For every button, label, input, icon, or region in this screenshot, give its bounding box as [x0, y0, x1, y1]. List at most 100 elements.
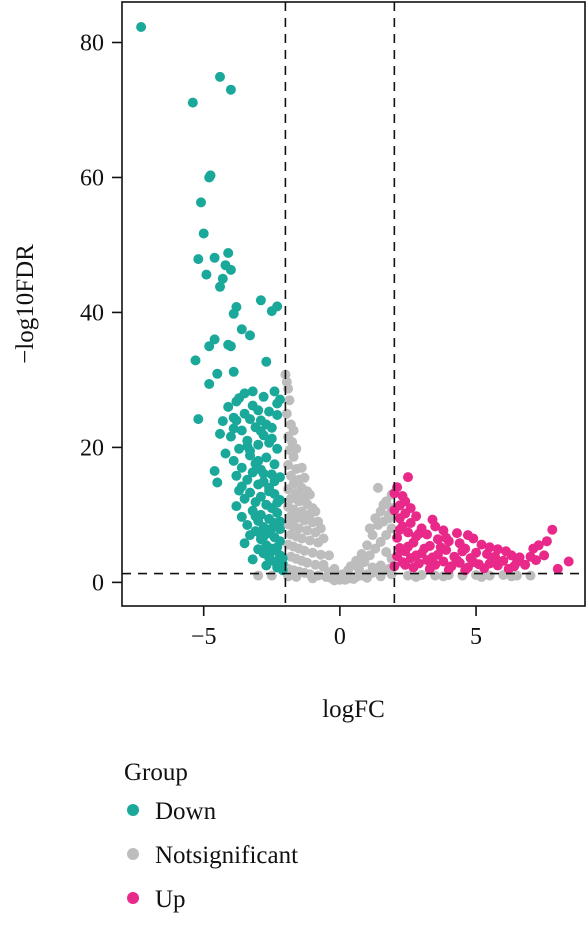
legend-label-up: Up — [155, 886, 186, 913]
point-down-54 — [272, 443, 283, 454]
point-notsignificant-98 — [318, 559, 329, 570]
point-up-68 — [541, 536, 552, 547]
point-down-32 — [247, 386, 258, 397]
point-down-107 — [247, 554, 258, 565]
point-up-38 — [506, 550, 517, 561]
point-notsignificant-76 — [291, 572, 302, 582]
point-notsignificant-139 — [315, 523, 326, 534]
point-up-13 — [405, 518, 416, 528]
point-up-54 — [492, 560, 503, 571]
point-down-129 — [258, 468, 269, 479]
point-notsignificant-32 — [294, 523, 304, 534]
point-notsignificant-78 — [353, 563, 364, 574]
point-down-53 — [234, 443, 245, 454]
point-up-66 — [460, 565, 471, 576]
point-notsignificant-3 — [284, 395, 295, 406]
point-down-33 — [258, 391, 269, 402]
point-down-27 — [190, 355, 201, 366]
plot-frame — [121, 1, 586, 607]
point-notsignificant-82 — [375, 536, 386, 547]
legend-swatch-up — [127, 892, 139, 904]
point-down-1 — [215, 71, 225, 82]
point-down-58 — [228, 455, 239, 466]
point-notsignificant-105 — [370, 513, 381, 524]
y-tick-label-3: 60 — [80, 165, 104, 191]
point-down-79 — [250, 497, 261, 508]
point-down-138 — [215, 428, 225, 439]
point-up-3 — [389, 488, 400, 499]
point-down-71 — [253, 479, 264, 490]
x-tick-label-1: 0 — [334, 624, 346, 650]
point-notsignificant-33 — [302, 525, 313, 536]
point-down-122 — [272, 398, 283, 409]
point-up-9 — [411, 511, 422, 522]
point-notsignificant-80 — [364, 550, 375, 561]
point-up-74 — [531, 555, 541, 566]
point-up-76 — [520, 559, 531, 570]
point-down-135 — [261, 419, 272, 430]
point-up-21 — [403, 527, 413, 538]
point-notsignificant-134 — [291, 443, 302, 454]
point-notsignificant-123 — [411, 572, 422, 582]
point-notsignificant-50 — [310, 559, 321, 570]
point-down-6 — [196, 197, 206, 208]
point-notsignificant-91 — [356, 549, 367, 559]
point-down-117 — [264, 486, 275, 497]
point-notsignificant-122 — [253, 570, 264, 581]
point-down-34 — [269, 386, 280, 397]
point-down-39 — [264, 406, 275, 417]
point-up-75 — [552, 563, 563, 574]
point-down-121 — [247, 400, 258, 411]
y-axis-title: −log10FDR — [12, 244, 39, 364]
point-down-134 — [272, 410, 283, 420]
reference-lines — [122, 2, 585, 606]
point-up-12 — [430, 521, 441, 532]
point-down-131 — [275, 516, 285, 527]
y-tick-label-0: 0 — [92, 570, 104, 596]
point-up-67 — [547, 524, 558, 535]
point-notsignificant-102 — [383, 513, 394, 524]
point-notsignificant-24 — [296, 506, 307, 517]
point-up-64 — [424, 563, 435, 574]
legend-swatch-down — [127, 804, 139, 816]
point-notsignificant-19 — [285, 493, 296, 504]
point-down-126 — [234, 393, 245, 404]
point-down-52 — [253, 439, 264, 450]
point-down-124 — [228, 423, 239, 434]
point-down-25 — [225, 341, 236, 352]
y-tick-label-1: 20 — [80, 435, 104, 461]
point-down-84 — [272, 507, 283, 518]
point-down-7 — [198, 228, 209, 239]
point-up-27 — [476, 539, 487, 550]
point-down-8 — [193, 254, 204, 265]
point-down-31 — [204, 379, 215, 389]
point-notsignificant-109 — [375, 560, 386, 571]
point-down-113 — [266, 543, 277, 554]
point-down-116 — [272, 497, 283, 508]
point-down-128 — [269, 476, 280, 487]
point-notsignificant-138 — [310, 506, 321, 517]
legend-label-notsignificant: Notsignificant — [155, 842, 298, 869]
x-tick-label-2: 5 — [470, 624, 482, 650]
legend: Group Down Notsignificant Up — [124, 759, 298, 913]
point-up-83 — [427, 552, 438, 563]
point-up-87 — [509, 561, 520, 572]
point-notsignificant-81 — [370, 543, 381, 554]
point-notsignificant-104 — [375, 506, 386, 517]
point-down-41 — [245, 414, 255, 425]
point-up-81 — [403, 541, 413, 552]
point-up-89 — [413, 528, 424, 539]
point-down-64 — [247, 467, 258, 478]
point-down-13 — [225, 264, 236, 275]
point-down-9 — [209, 252, 220, 263]
point-notsignificant-132 — [329, 563, 340, 574]
point-notsignificant-49 — [302, 557, 313, 568]
point-down-90 — [242, 520, 253, 530]
point-down-130 — [236, 481, 247, 492]
y-tick-label-2: 40 — [80, 300, 104, 326]
point-notsignificant-99 — [373, 482, 383, 493]
point-up-84 — [452, 555, 462, 566]
point-notsignificant-131 — [324, 550, 334, 561]
point-down-26 — [204, 341, 215, 352]
